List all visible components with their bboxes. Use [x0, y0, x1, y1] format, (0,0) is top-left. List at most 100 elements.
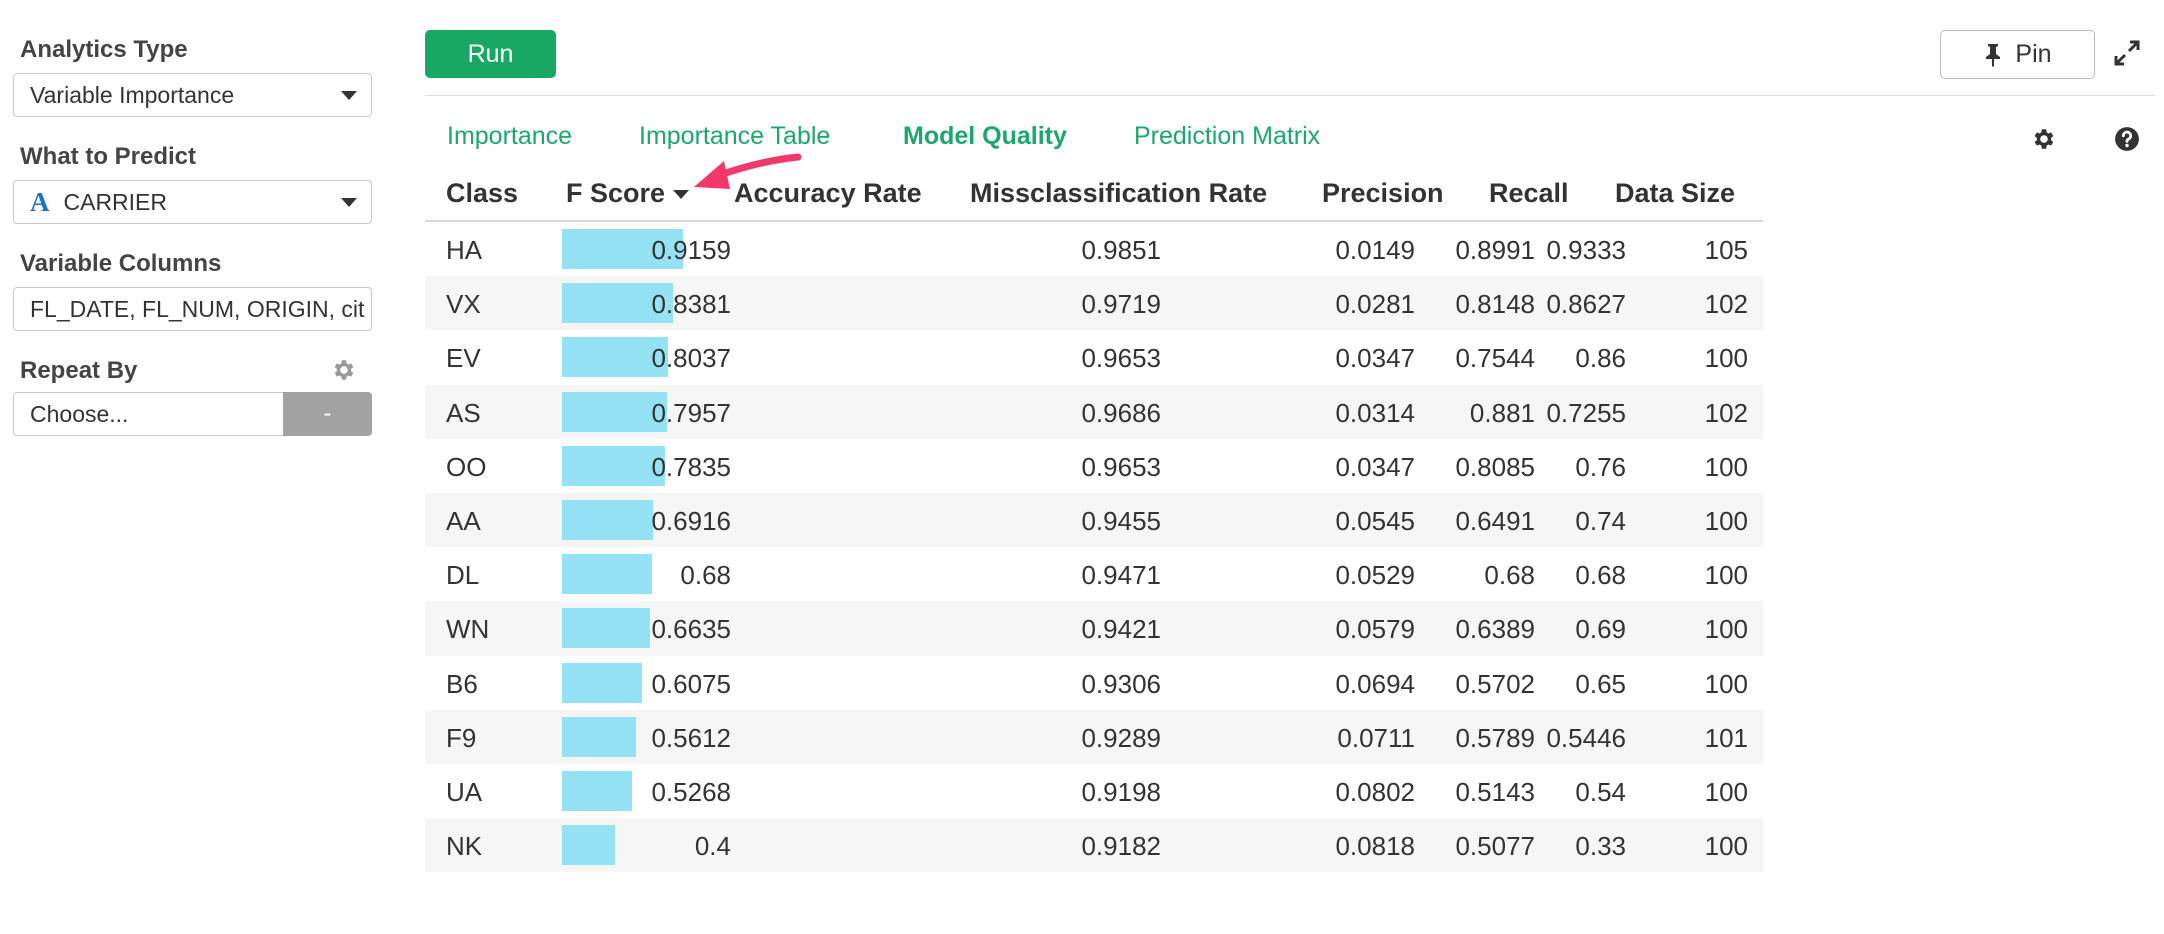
expand-icon[interactable] [2112, 38, 2142, 68]
cell-precision: 0.5702 [1455, 668, 1535, 699]
pin-label: Pin [2015, 40, 2052, 68]
cell-class: AS [446, 397, 481, 428]
cell-data-size: 100 [1704, 614, 1748, 645]
annotation-arrow-icon [694, 153, 802, 189]
f-score-bar [562, 391, 667, 432]
cell-data-size: 100 [1704, 776, 1748, 807]
cell-recall: 0.86 [1575, 343, 1626, 374]
variable-columns-input[interactable]: FL_DATE, FL_NUM, ORIGIN, cit [13, 287, 372, 331]
tab-prediction-matrix[interactable]: Prediction Matrix [1134, 122, 1321, 150]
cell-f-score: 0.5268 [651, 776, 731, 807]
f-score-bar [562, 283, 673, 324]
cell-recall: 0.74 [1575, 505, 1626, 536]
text-type-icon: A [30, 186, 50, 217]
f-score-bar [562, 716, 636, 757]
pin-icon [1986, 43, 2001, 67]
run-button[interactable]: Run [425, 30, 556, 78]
cell-data-size: 100 [1704, 668, 1748, 699]
cell-missclassification-rate: 0.0694 [1335, 668, 1415, 699]
table-row: 0.7957 AS 0.9686 0.0314 0.881 0.7255 102 [425, 384, 1763, 439]
cell-accuracy-rate: 0.9182 [1081, 831, 1161, 862]
cell-class: B6 [446, 668, 478, 699]
cell-missclassification-rate: 0.0711 [1337, 722, 1415, 753]
cell-precision: 0.8991 [1455, 235, 1535, 265]
cell-f-score: 0.6916 [651, 505, 731, 536]
cell-missclassification-rate: 0.0579 [1335, 614, 1415, 645]
gear-icon[interactable] [330, 357, 356, 383]
cell-accuracy-rate: 0.9289 [1081, 722, 1161, 753]
tab-importance-table[interactable]: Importance Table [639, 122, 831, 150]
cell-class: NK [446, 831, 483, 862]
cell-precision: 0.8085 [1455, 451, 1535, 482]
f-score-bar [562, 608, 650, 649]
f-score-bar [562, 770, 632, 811]
column-header-f-score[interactable]: F Score [566, 178, 690, 209]
what-to-predict-label: What to Predict [20, 143, 197, 170]
tab-model-quality[interactable]: Model Quality [903, 122, 1067, 150]
cell-accuracy-rate: 0.9851 [1081, 235, 1161, 265]
cell-data-size: 100 [1704, 560, 1748, 591]
table-row: 0.4 NK 0.9182 0.0818 0.5077 0.33 100 [425, 818, 1763, 873]
analytics-type-label: Analytics Type [20, 36, 188, 63]
f-score-bar [562, 499, 653, 540]
cell-accuracy-rate: 0.9719 [1081, 289, 1161, 320]
cell-data-size: 102 [1704, 289, 1748, 320]
help-icon[interactable] [2114, 126, 2140, 152]
cell-f-score: 0.8037 [651, 343, 731, 374]
f-score-bar [562, 445, 665, 486]
model-quality-table: Class F Score Accuracy Rate Missclassifi… [425, 172, 1763, 873]
pin-button[interactable]: Pin [1940, 30, 2095, 79]
table-row: 0.9159 HA 0.9851 0.0149 0.8991 0.9333 105 [425, 222, 1763, 276]
cell-data-size: 102 [1704, 397, 1748, 428]
cell-class: EV [446, 343, 481, 374]
repeat-by-label: Repeat By [20, 357, 138, 384]
gear-icon[interactable] [2030, 126, 2056, 152]
column-header-precision[interactable]: Precision [1322, 178, 1444, 208]
column-header-data-size[interactable]: Data Size [1615, 178, 1736, 208]
f-score-bar [562, 825, 615, 866]
repeat-by-select[interactable]: Choose... [13, 392, 283, 436]
cell-missclassification-rate: 0.0545 [1335, 505, 1415, 536]
cell-f-score: 0.6075 [651, 668, 731, 699]
cell-class: F9 [446, 722, 477, 753]
table-row: 0.5268 UA 0.9198 0.0802 0.5143 0.54 100 [425, 764, 1763, 818]
variable-columns-value: FL_DATE, FL_NUM, ORIGIN, cit [30, 295, 365, 322]
cell-precision: 0.8148 [1455, 289, 1535, 320]
column-header-accuracy-rate[interactable]: Accuracy Rate [734, 178, 922, 208]
cell-recall: 0.76 [1575, 451, 1626, 482]
table-row: 0.8037 EV 0.9653 0.0347 0.7544 0.86 100 [425, 330, 1763, 384]
column-header-f-score-label: F Score [566, 178, 666, 208]
table-body: 0.9159 HA 0.9851 0.0149 0.8991 0.9333 105 0.838… [425, 222, 1763, 873]
cell-accuracy-rate: 0.9653 [1081, 451, 1161, 482]
analytics-type-select[interactable]: Variable Importance [13, 73, 372, 117]
cell-missclassification-rate: 0.0347 [1335, 451, 1415, 482]
cell-f-score: 0.8381 [651, 289, 731, 320]
column-header-missclassification-rate[interactable]: Missclassification Rate [970, 178, 1268, 208]
cell-accuracy-rate: 0.9306 [1081, 668, 1161, 699]
cell-accuracy-rate: 0.9198 [1081, 776, 1161, 807]
table-row: 0.8381 VX 0.9719 0.0281 0.8148 0.8627 102 [425, 276, 1763, 331]
table-row: 0.7835 OO 0.9653 0.0347 0.8085 0.76 100 [425, 439, 1763, 493]
cell-missclassification-rate: 0.0314 [1335, 397, 1415, 428]
cell-accuracy-rate: 0.9653 [1081, 343, 1161, 374]
what-to-predict-select[interactable]: A CARRIER [13, 180, 372, 224]
repeat-by-placeholder: Choose... [30, 400, 129, 427]
column-header-recall[interactable]: Recall [1489, 178, 1569, 208]
cell-missclassification-rate: 0.0149 [1335, 235, 1415, 265]
cell-precision: 0.6389 [1455, 614, 1535, 645]
cell-f-score: 0.4 [694, 831, 731, 862]
repeat-by-remove-button[interactable]: - [283, 392, 372, 436]
variable-columns-label: Variable Columns [20, 250, 222, 277]
table-row: 0.5612 F9 0.9289 0.0711 0.5789 0.5446 101 [425, 709, 1763, 764]
table-row: 0.6916 AA 0.9455 0.0545 0.6491 0.74 100 [425, 492, 1763, 548]
cell-precision: 0.6491 [1455, 505, 1535, 536]
f-score-bar [562, 229, 683, 269]
repeat-by-control: Choose... - [13, 392, 372, 436]
sort-descending-icon [673, 190, 690, 200]
what-to-predict-value: CARRIER [63, 188, 168, 215]
toolbar-divider [425, 95, 2155, 96]
cell-class: WN [446, 614, 490, 645]
column-header-class[interactable]: Class [446, 178, 519, 208]
tab-importance[interactable]: Importance [447, 122, 573, 150]
